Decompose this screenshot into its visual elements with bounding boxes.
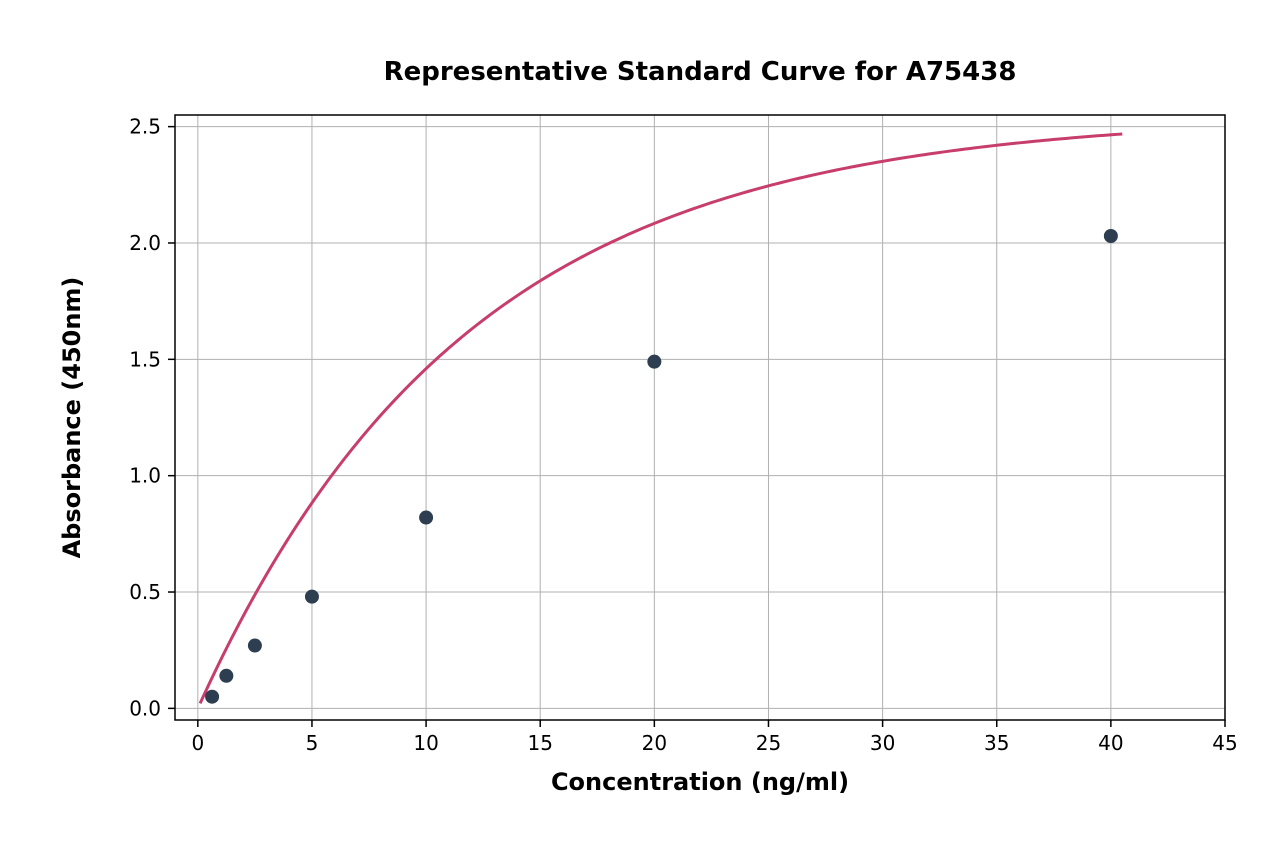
- y-tick-label: 0.0: [129, 696, 161, 720]
- x-tick-label: 15: [527, 731, 552, 755]
- x-tick-label: 10: [413, 731, 438, 755]
- x-tick-label: 40: [1098, 731, 1123, 755]
- y-axis-label: Absorbance (450nm): [58, 277, 86, 559]
- data-point: [205, 690, 219, 704]
- y-tick-label: 2.0: [129, 231, 161, 255]
- x-tick-label: 0: [191, 731, 204, 755]
- y-tick-label: 1.0: [129, 464, 161, 488]
- standard-curve-chart: 0 5 10 15 20 25 30 35 40 45 0.0 0.5 1.0 1.5 2.0 2.5 Conc…: [0, 0, 1280, 845]
- data-point: [219, 669, 233, 683]
- data-point: [1104, 229, 1118, 243]
- chart-title: Representative Standard Curve for A75438: [384, 57, 1017, 87]
- y-tick-label: 0.5: [129, 580, 161, 604]
- y-tick-label: 1.5: [129, 347, 161, 371]
- data-point: [305, 590, 319, 604]
- x-tick-label: 45: [1212, 731, 1237, 755]
- data-point: [248, 639, 262, 653]
- x-tick-label: 5: [306, 731, 319, 755]
- x-axis-label: Concentration (ng/ml): [551, 768, 849, 796]
- x-tick-label: 25: [756, 731, 781, 755]
- y-tick-label: 2.5: [129, 115, 161, 139]
- x-tick-label: 20: [642, 731, 667, 755]
- chart-container: 0 5 10 15 20 25 30 35 40 45 0.0 0.5 1.0 1.5 2.0 2.5 Conc…: [0, 0, 1280, 845]
- x-tick-label: 30: [870, 731, 895, 755]
- x-tick-label: 35: [984, 731, 1009, 755]
- data-point: [647, 355, 661, 369]
- data-point: [419, 511, 433, 525]
